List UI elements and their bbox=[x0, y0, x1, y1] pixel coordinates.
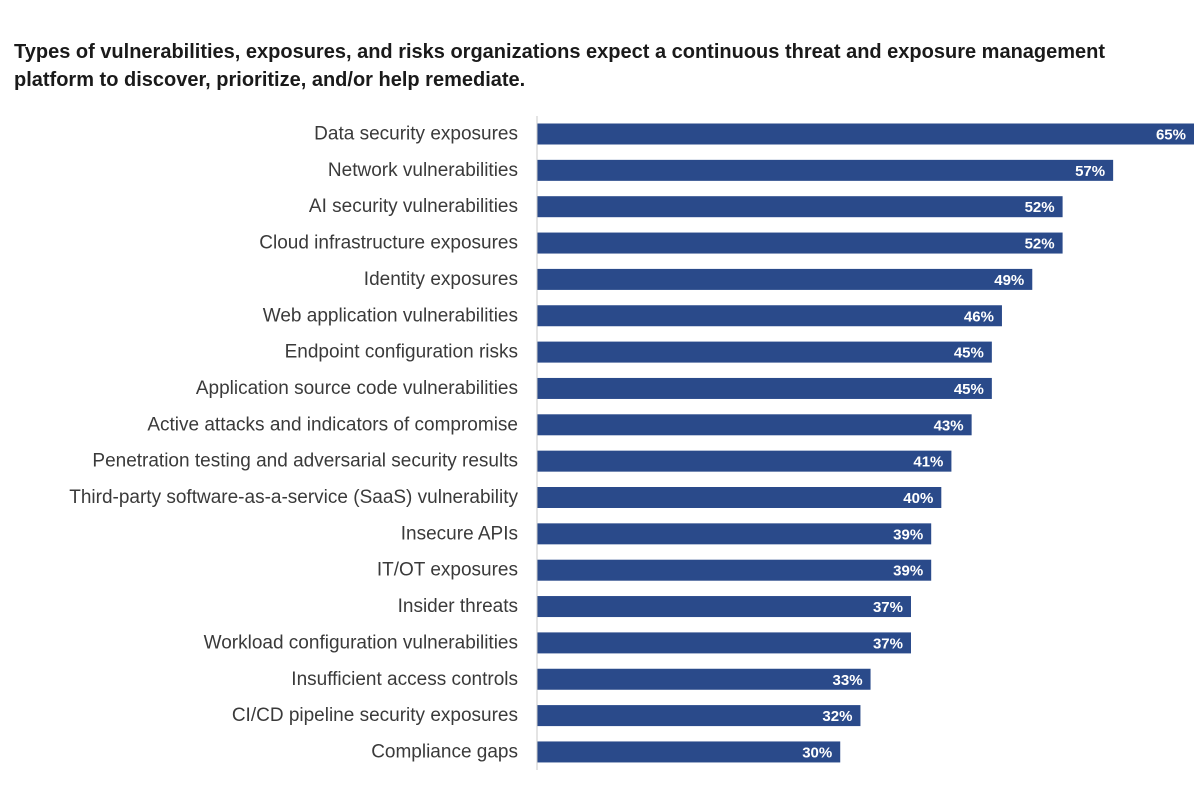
bar-row: Cloud infrastructure exposures 52% bbox=[259, 232, 1063, 254]
bar-row: Network vulnerabilities 57% bbox=[328, 159, 1114, 181]
bar-row: Penetration testing and adversarial secu… bbox=[92, 450, 952, 472]
bar-row: Third-party software-as-a-service (SaaS)… bbox=[69, 487, 942, 508]
bar bbox=[537, 559, 932, 581]
value-label: 40% bbox=[903, 490, 933, 507]
bar-row: Insider threats 37% bbox=[398, 596, 911, 618]
bar bbox=[537, 523, 932, 545]
category-label: Third-party software-as-a-service (SaaS)… bbox=[69, 487, 518, 508]
bar-row: IT/OT exposures 39% bbox=[377, 559, 932, 581]
category-label: Data security exposures bbox=[314, 124, 518, 145]
value-label: 45% bbox=[954, 381, 984, 398]
value-label: 41% bbox=[913, 454, 943, 471]
value-label: 45% bbox=[954, 345, 984, 362]
category-label: Insufficient access controls bbox=[291, 669, 518, 690]
value-label: 57% bbox=[1075, 163, 1105, 180]
bar bbox=[537, 596, 911, 618]
bar bbox=[537, 159, 1114, 181]
category-label: Active attacks and indicators of comprom… bbox=[147, 414, 518, 435]
bar bbox=[537, 632, 911, 654]
category-label: CI/CD pipeline security exposures bbox=[232, 705, 518, 726]
value-label: 46% bbox=[964, 308, 994, 325]
category-label: Identity exposures bbox=[364, 269, 518, 290]
bars-layer: Data security exposures 65% Network vulner… bbox=[69, 123, 1194, 763]
bar bbox=[537, 268, 1033, 290]
bar-row: Compliance gaps 30% bbox=[371, 741, 841, 763]
bar bbox=[537, 196, 1063, 218]
category-label: Workload configuration vulnerabilities bbox=[204, 632, 518, 653]
category-label: Insecure APIs bbox=[401, 523, 518, 544]
category-label: Network vulnerabilities bbox=[328, 160, 518, 181]
value-label: 43% bbox=[934, 417, 964, 434]
bar-row: Application source code vulnerabilities 4… bbox=[196, 377, 992, 399]
category-label: AI security vulnerabilities bbox=[309, 196, 518, 217]
bar bbox=[537, 487, 942, 508]
chart-title: Types of vulnerabilities, exposures, and… bbox=[14, 41, 1106, 91]
bar bbox=[537, 450, 952, 472]
bar bbox=[537, 705, 861, 727]
category-label: Compliance gaps bbox=[371, 741, 518, 762]
bar bbox=[537, 668, 871, 690]
value-label: 37% bbox=[873, 635, 903, 652]
category-label: Application source code vulnerabilities bbox=[196, 378, 518, 399]
category-label: Penetration testing and adversarial secu… bbox=[92, 451, 518, 472]
bar-row: Active attacks and indicators of comprom… bbox=[147, 414, 972, 436]
category-label: Endpoint configuration risks bbox=[285, 342, 518, 363]
category-label: IT/OT exposures bbox=[377, 560, 518, 581]
bar-row: Identity exposures 49% bbox=[364, 268, 1033, 290]
bar-row: Endpoint configuration risks 45% bbox=[285, 341, 992, 363]
bar-row: Insecure APIs 39% bbox=[401, 523, 932, 545]
bar bbox=[537, 414, 972, 436]
bar-row: CI/CD pipeline security exposures 32% bbox=[232, 705, 861, 727]
bar bbox=[537, 741, 841, 763]
value-label: 52% bbox=[1025, 236, 1055, 253]
value-label: 30% bbox=[802, 744, 832, 761]
value-label: 39% bbox=[893, 526, 923, 543]
bar bbox=[537, 305, 1002, 327]
value-label: 52% bbox=[1025, 199, 1055, 216]
value-label: 65% bbox=[1156, 127, 1186, 144]
category-label: Web application vulnerabilities bbox=[263, 305, 518, 326]
value-label: 49% bbox=[994, 272, 1024, 289]
category-label: Insider threats bbox=[398, 596, 518, 617]
value-label: 33% bbox=[833, 672, 863, 689]
category-label: Cloud infrastructure exposures bbox=[259, 233, 518, 254]
bar-row: Workload configuration vulnerabilities 37… bbox=[204, 632, 911, 654]
bar-row: Data security exposures 65% bbox=[314, 123, 1194, 145]
bar-row: Web application vulnerabilities 46% bbox=[263, 305, 1002, 327]
bar bbox=[537, 377, 992, 399]
bar bbox=[537, 123, 1194, 145]
value-label: 32% bbox=[822, 708, 852, 725]
bar-row: AI security vulnerabilities 52% bbox=[309, 196, 1063, 218]
bar bbox=[537, 341, 992, 363]
bar bbox=[537, 232, 1063, 254]
value-label: 39% bbox=[893, 563, 923, 580]
value-label: 37% bbox=[873, 599, 903, 616]
bar-row: Insufficient access controls 33% bbox=[291, 668, 871, 690]
